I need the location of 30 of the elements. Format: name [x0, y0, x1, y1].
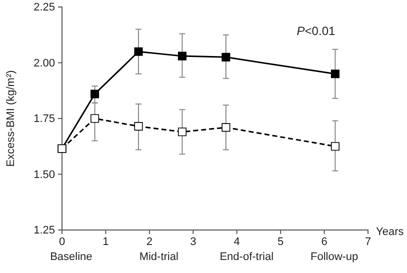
x-tick-label: 3	[190, 236, 196, 248]
text: Follow-up	[310, 251, 358, 263]
text: End-of-trial	[220, 251, 274, 263]
x-tick-label: 6	[321, 236, 328, 248]
point	[178, 128, 186, 136]
point	[330, 70, 340, 78]
point	[134, 47, 143, 56]
x-tick-label: 0	[58, 236, 66, 248]
point	[134, 122, 143, 131]
point	[90, 114, 100, 123]
point	[222, 123, 230, 132]
x-axis-title: Years	[376, 226, 404, 238]
y-tick-label: 2.25	[34, 2, 55, 14]
y-tick-label: 1.25	[34, 224, 55, 237]
point	[330, 142, 340, 151]
text: Baseline	[50, 251, 92, 263]
x-tick-label: 4	[234, 236, 240, 248]
text: Mid-trial	[139, 251, 178, 263]
x-tick-label: 7	[364, 236, 372, 248]
x-tick-label: 2	[146, 236, 152, 248]
point	[90, 90, 100, 98]
y-tick-label: 2.00	[34, 57, 55, 70]
y-tick-label: 1.50	[34, 168, 55, 181]
annotation: P<0.01	[296, 24, 336, 38]
x-tick-label: 1	[102, 236, 109, 248]
y-axis-title: Excess-BMI (kg/m²)	[5, 70, 17, 167]
point	[222, 52, 230, 62]
x-tick-label: 5	[278, 236, 284, 248]
y-tick-label: 1.75	[34, 113, 55, 126]
point	[178, 52, 186, 60]
